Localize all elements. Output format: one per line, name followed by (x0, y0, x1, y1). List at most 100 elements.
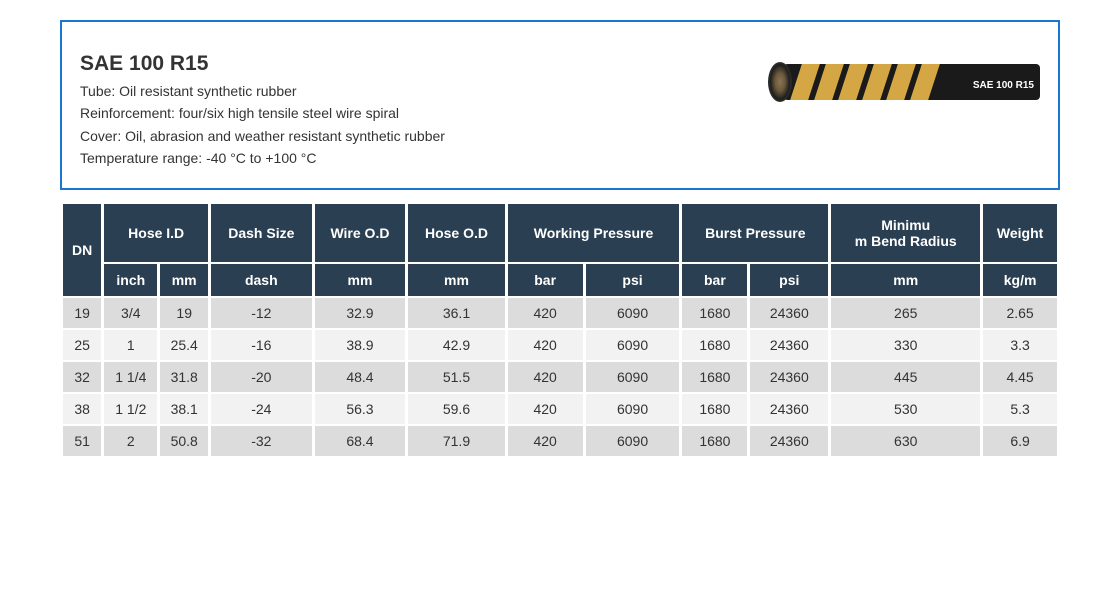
product-title: SAE 100 R15 (80, 52, 770, 76)
unit-psi: psi (586, 264, 680, 296)
cell-bpsi: 24360 (750, 298, 828, 328)
cell-dash: -16 (211, 330, 311, 360)
cell-dn: 19 (63, 298, 101, 328)
cell-weight: 3.3 (983, 330, 1057, 360)
table-header: DN Hose I.D Dash Size Wire O.D Hose O.D … (63, 204, 1057, 296)
hose-stripe (910, 64, 940, 100)
col-working-pressure: Working Pressure (508, 204, 680, 262)
cell-bbar: 1680 (682, 330, 747, 360)
cell-inch: 1 1/2 (104, 394, 157, 424)
unit-bar2: bar (682, 264, 747, 296)
cell-hose: 36.1 (408, 298, 504, 328)
cell-wpsi: 6090 (586, 394, 680, 424)
cell-mm: 31.8 (160, 362, 208, 392)
unit-mm3: mm (408, 264, 504, 296)
col-wire-od: Wire O.D (315, 204, 406, 262)
cell-wire: 48.4 (315, 362, 406, 392)
cell-dash: -24 (211, 394, 311, 424)
cell-dn: 51 (63, 426, 101, 456)
table-row: 381 1/238.1-2456.359.6420609016802436053… (63, 394, 1057, 424)
unit-mm2: mm (315, 264, 406, 296)
col-min-bend: Minimu m Bend Radius (831, 204, 980, 262)
cell-bend: 530 (831, 394, 980, 424)
cell-weight: 2.65 (983, 298, 1057, 328)
col-burst-pressure: Burst Pressure (682, 204, 828, 262)
cell-weight: 6.9 (983, 426, 1057, 456)
cell-bpsi: 24360 (750, 330, 828, 360)
cell-inch: 1 (104, 330, 157, 360)
cell-wire: 38.9 (315, 330, 406, 360)
table-row: 193/419-1232.936.142060901680243602652.6… (63, 298, 1057, 328)
header-row-1: DN Hose I.D Dash Size Wire O.D Hose O.D … (63, 204, 1057, 262)
unit-kgm: kg/m (983, 264, 1057, 296)
cell-wire: 56.3 (315, 394, 406, 424)
cell-wpsi: 6090 (586, 426, 680, 456)
cell-hose: 71.9 (408, 426, 504, 456)
header-text-block: SAE 100 R15 Tube: Oil resistant syntheti… (80, 52, 770, 170)
hose-opening (768, 62, 792, 102)
spec-tube: Tube: Oil resistant synthetic rubber (80, 80, 770, 102)
cell-inch: 2 (104, 426, 157, 456)
cell-hose: 59.6 (408, 394, 504, 424)
header-row-2: inch mm dash mm mm bar psi bar psi mm kg… (63, 264, 1057, 296)
cell-wbar: 420 (508, 298, 583, 328)
cell-dash: -12 (211, 298, 311, 328)
unit-inch: inch (104, 264, 157, 296)
spec-cover: Cover: Oil, abrasion and weather resista… (80, 125, 770, 147)
cell-mm: 50.8 (160, 426, 208, 456)
cell-dash: -20 (211, 362, 311, 392)
cell-weight: 5.3 (983, 394, 1057, 424)
cell-bend: 265 (831, 298, 980, 328)
cell-bbar: 1680 (682, 426, 747, 456)
cell-dn: 32 (63, 362, 101, 392)
cell-bpsi: 24360 (750, 394, 828, 424)
cell-wpsi: 6090 (586, 362, 680, 392)
spec-table: DN Hose I.D Dash Size Wire O.D Hose O.D … (60, 202, 1060, 458)
table-row: 51250.8-3268.471.942060901680243606306.9 (63, 426, 1057, 456)
cell-mm: 38.1 (160, 394, 208, 424)
cell-wpsi: 6090 (586, 298, 680, 328)
cell-wbar: 420 (508, 362, 583, 392)
table-body: 193/419-1232.936.142060901680243602652.6… (63, 298, 1057, 456)
cell-dn: 38 (63, 394, 101, 424)
cell-wpsi: 6090 (586, 330, 680, 360)
cell-bbar: 1680 (682, 394, 747, 424)
table-row: 321 1/431.8-2048.451.5420609016802436044… (63, 362, 1057, 392)
cell-wbar: 420 (508, 394, 583, 424)
spec-temperature: Temperature range: -40 °C to +100 °C (80, 147, 770, 169)
hose-body: SAE 100 R15 (770, 64, 1040, 100)
table-row: 25125.4-1638.942.942060901680243603303.3 (63, 330, 1057, 360)
unit-mm: mm (160, 264, 208, 296)
cell-dn: 25 (63, 330, 101, 360)
unit-mm4: mm (831, 264, 980, 296)
product-header-box: SAE 100 R15 Tube: Oil resistant syntheti… (60, 20, 1060, 190)
cell-bpsi: 24360 (750, 362, 828, 392)
cell-bpsi: 24360 (750, 426, 828, 456)
cell-wire: 32.9 (315, 298, 406, 328)
col-dash-size: Dash Size (211, 204, 311, 262)
cell-dash: -32 (211, 426, 311, 456)
spec-reinforcement: Reinforcement: four/six high tensile ste… (80, 102, 770, 124)
hose-label-text: SAE 100 R15 (973, 80, 1034, 91)
cell-bbar: 1680 (682, 362, 747, 392)
col-weight: Weight (983, 204, 1057, 262)
cell-wbar: 420 (508, 426, 583, 456)
cell-hose: 42.9 (408, 330, 504, 360)
col-dn: DN (63, 204, 101, 296)
cell-mm: 19 (160, 298, 208, 328)
cell-bbar: 1680 (682, 298, 747, 328)
cell-inch: 3/4 (104, 298, 157, 328)
cell-weight: 4.45 (983, 362, 1057, 392)
hose-illustration: SAE 100 R15 (770, 56, 1040, 106)
cell-hose: 51.5 (408, 362, 504, 392)
cell-mm: 25.4 (160, 330, 208, 360)
cell-inch: 1 1/4 (104, 362, 157, 392)
unit-dash: dash (211, 264, 311, 296)
cell-bend: 330 (831, 330, 980, 360)
cell-wbar: 420 (508, 330, 583, 360)
cell-bend: 445 (831, 362, 980, 392)
col-hose-od: Hose O.D (408, 204, 504, 262)
col-hose-id: Hose I.D (104, 204, 208, 262)
unit-bar: bar (508, 264, 583, 296)
cell-wire: 68.4 (315, 426, 406, 456)
